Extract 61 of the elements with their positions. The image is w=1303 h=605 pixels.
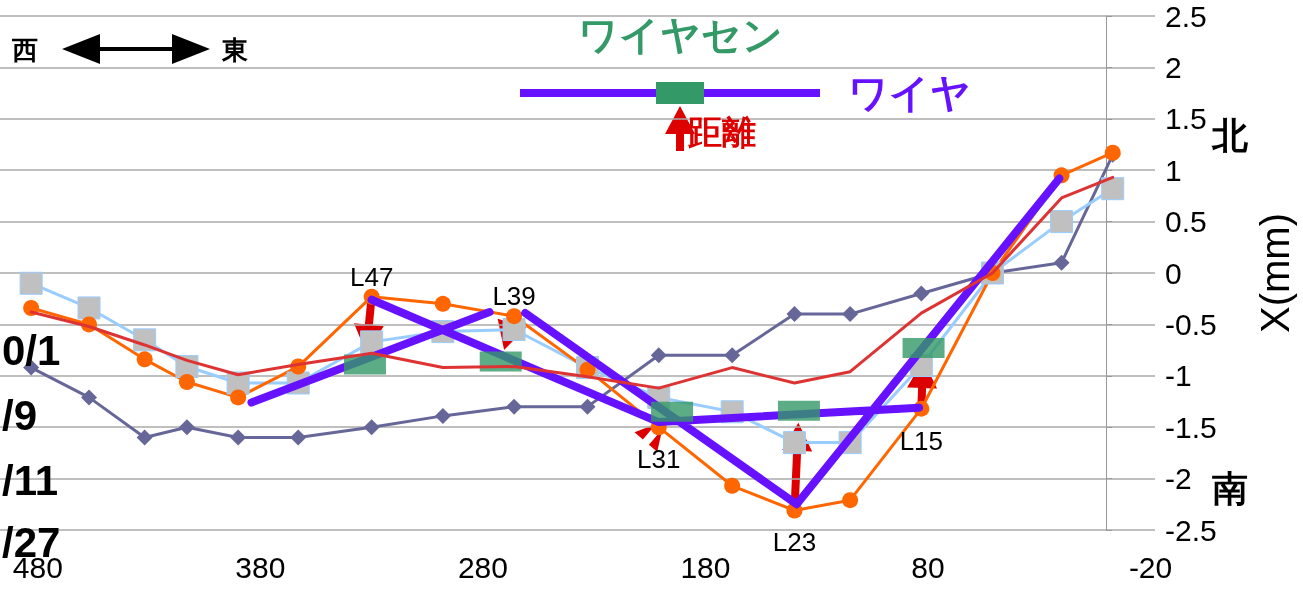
x-tick-label: 280 (457, 550, 508, 584)
text: 北 (1211, 114, 1248, 156)
point (136, 429, 153, 446)
text: ワイヤ (848, 71, 971, 115)
point (506, 308, 523, 325)
annotation: 西 (11, 35, 38, 65)
point (290, 429, 307, 446)
point (1101, 177, 1125, 201)
y-axis-title: X(mm) (1253, 213, 1297, 333)
point (230, 429, 247, 446)
x-tick-label: 180 (680, 550, 731, 584)
point (786, 306, 803, 323)
annotation: 0/1 (2, 326, 61, 374)
y-tick-label: 0.5 (1165, 205, 1207, 239)
annotation: 距離 (687, 113, 756, 151)
x-tick-label: 80 (911, 550, 945, 584)
y-tick-label: -0.5 (1165, 307, 1217, 341)
y-tick-label: 1 (1165, 153, 1182, 187)
x-tick-label: 380 (235, 550, 286, 584)
point (360, 330, 384, 354)
annotation: L23 (772, 527, 817, 558)
point (842, 492, 859, 509)
point (506, 398, 523, 415)
annotation: L39 (492, 281, 536, 312)
annotation: /11 (2, 456, 59, 504)
point (363, 419, 380, 436)
point (1053, 254, 1070, 271)
text: 南 (1212, 467, 1248, 509)
point (579, 398, 596, 415)
y-tick-label: -2 (1165, 462, 1192, 496)
point (434, 407, 451, 424)
y-tick-label: 0 (1165, 256, 1182, 290)
annotation: L47 (349, 261, 394, 292)
annotation: 東 (221, 35, 248, 65)
point (136, 351, 153, 368)
point (434, 295, 451, 312)
annotation: L15 (899, 425, 944, 456)
point (19, 271, 43, 295)
y-tick-label: -2.5 (1165, 513, 1217, 547)
annotation: L31 (637, 444, 681, 475)
point (77, 296, 101, 320)
annotation: /9 (2, 391, 38, 439)
x-tick-label: -20 (1128, 550, 1173, 584)
point (81, 389, 98, 406)
point (650, 347, 667, 364)
point (724, 347, 741, 364)
point (23, 299, 40, 316)
text: ワイヤセン (577, 13, 783, 57)
y-tick-label: -1.5 (1165, 410, 1217, 444)
y-tick-label: 1.5 (1165, 102, 1207, 136)
y-tick-label: 2.5 (1165, 0, 1207, 33)
point (842, 306, 859, 323)
point (782, 431, 806, 455)
point (230, 389, 247, 406)
point (913, 285, 930, 302)
y-tick-label: -1 (1165, 359, 1192, 393)
point (724, 477, 741, 494)
point (178, 373, 195, 390)
point (178, 419, 195, 436)
point (1050, 210, 1074, 234)
y-tick-label: 2 (1165, 50, 1182, 84)
